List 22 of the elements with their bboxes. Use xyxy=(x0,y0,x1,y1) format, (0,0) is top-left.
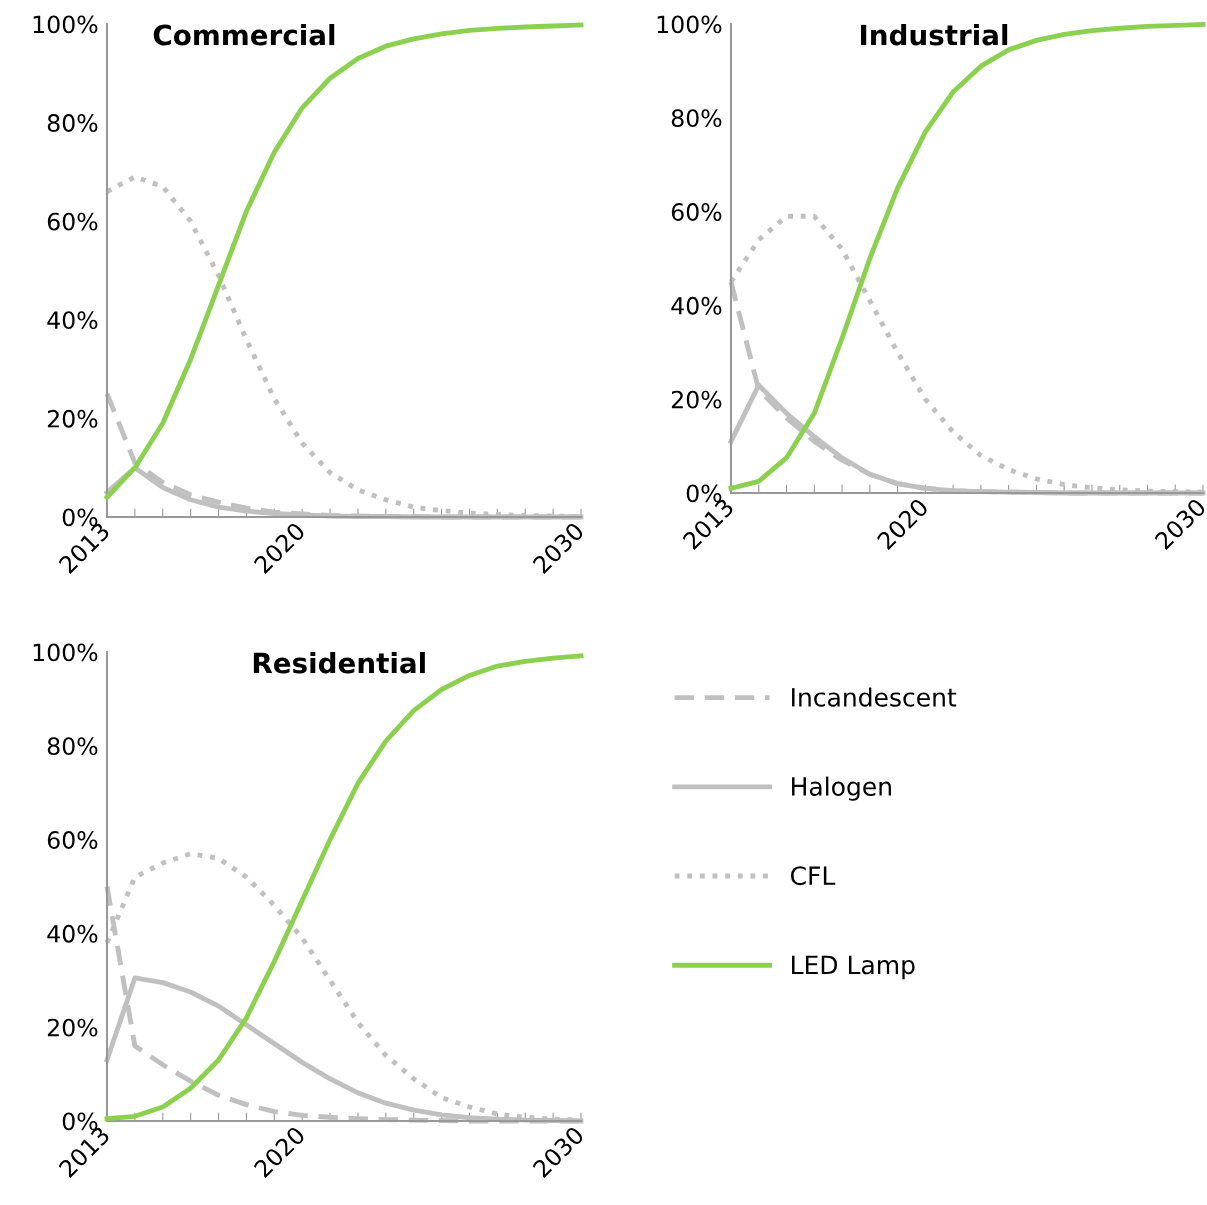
y-tick-label: 60% xyxy=(671,203,722,221)
y-tick-label: 60% xyxy=(47,212,98,231)
legend-label: LED Lamp xyxy=(792,955,915,980)
y-tick-label: 40% xyxy=(47,311,98,330)
legend-label: CFL xyxy=(791,866,836,886)
y-tick-label: 60% xyxy=(47,831,98,849)
chart-title: Industrial xyxy=(860,24,1008,46)
y-tick-label: 40% xyxy=(671,296,722,315)
y-tick-label: 100% xyxy=(33,643,98,662)
legend-label: Halogen xyxy=(792,776,891,801)
y-tick-label: 20% xyxy=(47,1018,98,1037)
legend-label: Incandescent xyxy=(792,687,957,707)
y-tick-label: 80% xyxy=(47,114,98,132)
chart-title: Residential xyxy=(253,652,425,674)
y-tick-label: 100% xyxy=(33,15,98,34)
chart-title: Commercial xyxy=(153,24,335,46)
y-tick-label: 20% xyxy=(47,409,98,428)
y-tick-label: 80% xyxy=(671,109,722,128)
y-tick-label: 40% xyxy=(47,924,98,943)
y-tick-label: 100% xyxy=(657,15,722,34)
y-tick-label: 80% xyxy=(47,737,98,756)
y-tick-label: 20% xyxy=(671,390,722,409)
